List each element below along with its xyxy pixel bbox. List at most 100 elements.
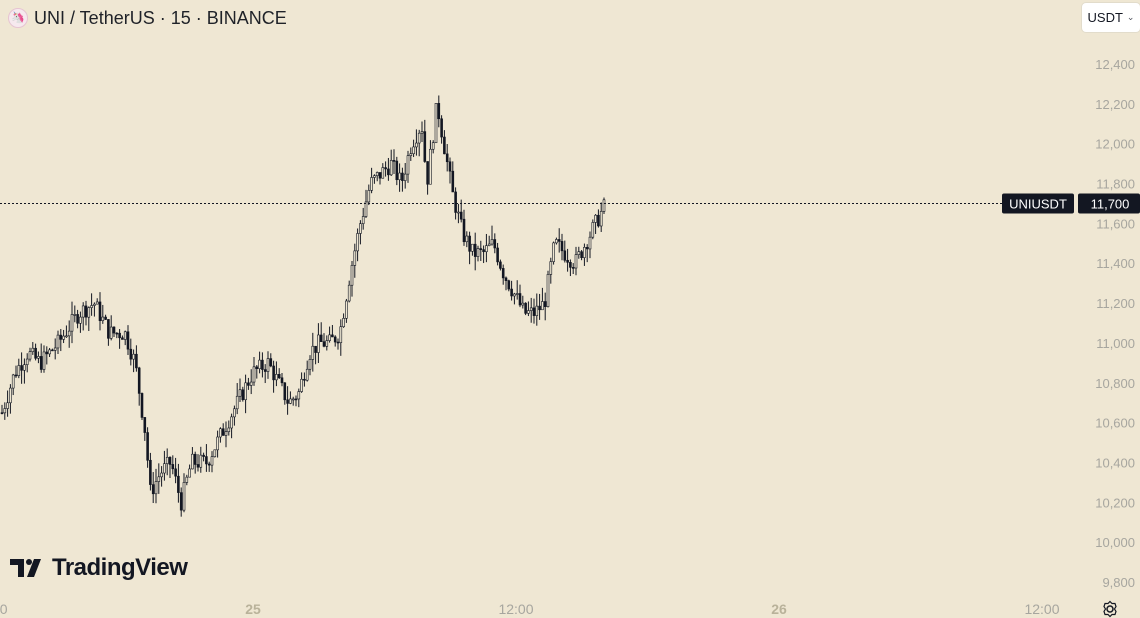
candle [224, 421, 228, 448]
candle-body [143, 417, 147, 433]
candle [185, 474, 189, 486]
candle [493, 233, 497, 254]
candle [202, 452, 205, 462]
candle-body [123, 331, 127, 340]
candle-body [412, 146, 415, 155]
candle [445, 144, 449, 172]
candle-body [518, 293, 522, 306]
candle [462, 209, 466, 246]
candle-body [59, 334, 63, 340]
candle [101, 304, 105, 324]
candle-body [434, 103, 438, 144]
candle-body [566, 259, 569, 263]
candle-body [493, 239, 497, 249]
candle-body [387, 168, 390, 176]
candle-body [487, 243, 491, 246]
candle [65, 325, 68, 338]
candle [286, 386, 289, 415]
candle [171, 455, 175, 475]
candle-body [342, 318, 345, 328]
candle [339, 319, 343, 356]
candle-body [406, 155, 410, 175]
candle [496, 242, 499, 266]
candle [81, 302, 85, 331]
candle [591, 219, 595, 240]
candle-body [193, 453, 197, 465]
candle [76, 309, 79, 329]
candle-body [235, 395, 239, 410]
candle-body [247, 382, 250, 386]
symbol-title[interactable]: UNI / TetherUS · 15 · BINANCE [34, 7, 287, 28]
candle [238, 378, 242, 403]
gear-icon[interactable] [1101, 600, 1119, 618]
candle-body [513, 293, 516, 297]
candle [177, 463, 180, 503]
candle [311, 332, 315, 372]
candle-body [140, 393, 144, 418]
currency-dropdown-button[interactable]: USDT ⌄ [1082, 3, 1140, 32]
candle-body [538, 305, 541, 311]
candle-body [417, 132, 421, 144]
candle-body [171, 464, 175, 470]
candle [157, 463, 161, 494]
candle-body [440, 118, 443, 138]
candle [163, 450, 166, 481]
candle-body [196, 464, 200, 468]
candle [73, 305, 77, 323]
candle-body [42, 351, 46, 370]
candle [135, 345, 138, 372]
candle-body [580, 251, 583, 258]
candle-body [67, 330, 71, 337]
candle [403, 162, 407, 189]
candle [387, 157, 390, 181]
candle-body [272, 365, 275, 381]
candle-body [367, 190, 371, 203]
candle-body [479, 248, 483, 250]
candle [300, 372, 303, 393]
candle [333, 335, 337, 347]
candle-body [53, 347, 57, 351]
candle-body [129, 348, 133, 360]
price-tag-value: 11,700 [1091, 196, 1130, 211]
candle-body [473, 243, 477, 257]
candle [412, 139, 415, 158]
candle-body [283, 382, 287, 401]
candle-body [20, 365, 23, 371]
candle [431, 140, 435, 154]
candle [487, 235, 491, 247]
candle [280, 372, 284, 387]
candle-body [258, 359, 261, 369]
candle-body [322, 341, 326, 347]
candle [160, 466, 163, 487]
candle-body [529, 307, 533, 311]
price-tick-label: 12,400 [1095, 57, 1135, 72]
candle-body [476, 248, 480, 257]
candle-body [191, 453, 194, 470]
price-tick-label: 10,400 [1095, 455, 1135, 470]
candle [70, 301, 74, 344]
candle [457, 203, 460, 224]
candle-body [56, 334, 60, 349]
candle [308, 355, 312, 376]
candle-body [90, 305, 93, 308]
candle-body [543, 301, 547, 307]
candle-body [395, 160, 399, 181]
candle-body [238, 389, 242, 397]
candle-body [165, 456, 169, 464]
candle [423, 119, 427, 163]
candle [384, 161, 387, 177]
candle-body [163, 463, 166, 474]
candle [529, 297, 533, 323]
candle [367, 184, 371, 206]
candle-body [213, 449, 217, 458]
candle-body [389, 160, 393, 176]
candle [258, 351, 261, 374]
candle-body [521, 302, 525, 306]
candle [146, 427, 149, 468]
candle [504, 276, 508, 291]
candle [0, 404, 4, 415]
candle-body [353, 250, 357, 266]
candle-body [392, 160, 396, 162]
